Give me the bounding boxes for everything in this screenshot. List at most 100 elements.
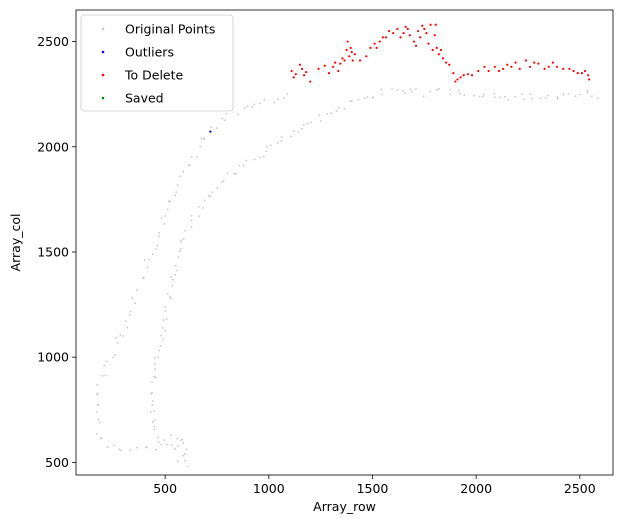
original-points-point <box>556 97 559 100</box>
original-points-point <box>207 194 210 197</box>
original-points-point <box>438 87 440 90</box>
to-delete-point <box>290 69 293 73</box>
to-delete-point <box>459 76 462 79</box>
original-points-point <box>170 434 172 436</box>
original-points-point <box>164 306 167 309</box>
to-delete-point <box>487 69 490 73</box>
original-points-point <box>157 356 160 358</box>
original-points-point <box>175 191 178 194</box>
original-points-point <box>159 344 162 347</box>
original-points-point <box>136 446 138 449</box>
original-points-point <box>179 247 182 250</box>
original-points-point <box>409 88 412 91</box>
to-delete-point <box>555 65 559 68</box>
to-delete-point <box>300 67 304 71</box>
to-delete-point <box>588 78 591 81</box>
original-points-point <box>221 181 224 183</box>
original-points-point <box>363 97 366 100</box>
to-delete-point <box>417 29 420 33</box>
to-delete-point <box>493 65 496 68</box>
to-delete-point <box>431 48 434 52</box>
original-points-point <box>103 364 106 367</box>
original-points-point <box>153 428 156 431</box>
y-tick-label: 2000 <box>37 139 69 154</box>
to-delete-point <box>421 24 424 27</box>
original-points-point <box>113 444 115 447</box>
original-points-point <box>187 164 190 167</box>
to-delete-point <box>414 44 418 47</box>
original-points-point <box>182 238 185 240</box>
original-points-point <box>483 93 485 96</box>
original-points-point <box>180 241 182 244</box>
original-points-point <box>253 158 256 161</box>
plot-points <box>95 23 599 468</box>
original-points-point <box>170 444 173 446</box>
original-points-point <box>591 95 593 98</box>
original-points-point <box>165 318 168 321</box>
original-points-point <box>158 349 161 352</box>
original-points-point <box>106 446 109 449</box>
original-points-point <box>164 310 167 312</box>
to-delete-point <box>358 59 362 62</box>
original-points-point <box>162 319 165 321</box>
original-points-point <box>104 374 107 377</box>
to-delete-point <box>399 36 402 39</box>
original-points-point <box>190 226 193 229</box>
original-points-point <box>286 93 289 95</box>
original-points-point <box>253 103 255 106</box>
to-delete-point <box>583 69 587 73</box>
to-delete-point <box>309 80 312 83</box>
original-points-point <box>237 113 240 116</box>
original-points-point <box>169 297 172 300</box>
original-points-point <box>343 107 346 110</box>
y-tick-label: 1000 <box>37 350 69 365</box>
original-points-point <box>174 273 177 276</box>
original-points-point <box>401 89 404 92</box>
original-points-point <box>129 310 132 313</box>
to-delete-point <box>477 69 480 73</box>
original-points-point <box>396 89 399 91</box>
original-points-point <box>404 92 407 95</box>
original-points-point <box>96 383 99 386</box>
to-delete-point <box>510 65 513 68</box>
original-points-point <box>224 119 227 122</box>
original-points-point <box>202 207 204 209</box>
original-points-point <box>273 101 275 104</box>
to-delete-point <box>454 80 457 83</box>
original-points-point <box>242 164 245 167</box>
original-points-point <box>262 155 265 158</box>
to-delete-point <box>568 67 571 71</box>
original-points-point <box>180 439 183 442</box>
original-points-point <box>154 357 156 359</box>
to-delete-point <box>369 46 372 49</box>
original-points-point <box>164 215 167 217</box>
original-points-point <box>493 92 496 95</box>
original-points-point <box>182 454 185 457</box>
y-axis-label: Array_col <box>8 214 23 272</box>
to-delete-point <box>456 78 459 81</box>
original-points-point <box>209 195 212 198</box>
original-points-point <box>222 179 225 182</box>
original-points-point <box>422 95 425 98</box>
original-points-point <box>184 229 187 232</box>
original-points-point <box>142 277 145 280</box>
to-delete-point <box>346 40 349 43</box>
original-points-point <box>177 256 180 258</box>
original-points-point <box>507 98 510 101</box>
original-points-point <box>115 337 117 339</box>
original-points-point <box>301 128 303 130</box>
original-points-point <box>151 391 154 394</box>
original-points-point <box>124 320 127 323</box>
original-points-point <box>265 150 268 153</box>
to-delete-point <box>419 36 422 39</box>
to-delete-point <box>408 34 411 37</box>
to-delete-point <box>305 70 308 74</box>
original-points-point <box>146 446 149 449</box>
to-delete-point <box>341 57 344 60</box>
original-points-point <box>174 448 176 450</box>
original-points-point <box>153 419 156 422</box>
legend-label-outliers: Outliers <box>125 45 174 60</box>
to-delete-point <box>384 36 388 39</box>
original-points-point <box>182 170 185 173</box>
